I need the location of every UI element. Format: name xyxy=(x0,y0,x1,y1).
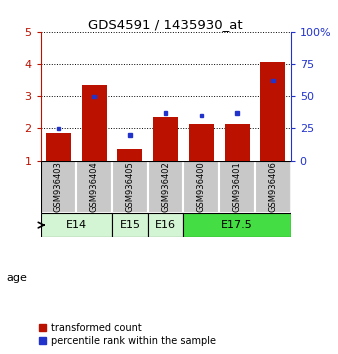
Bar xyxy=(57,127,60,130)
Bar xyxy=(128,133,132,137)
Bar xyxy=(164,112,167,115)
Text: E16: E16 xyxy=(155,220,176,230)
Bar xyxy=(153,117,178,161)
Bar xyxy=(184,213,291,237)
Bar xyxy=(92,95,96,98)
Bar xyxy=(112,161,148,213)
Bar xyxy=(189,124,214,161)
Bar xyxy=(148,161,184,213)
Bar xyxy=(260,62,285,161)
Text: GSM936400: GSM936400 xyxy=(197,161,206,212)
Text: E17.5: E17.5 xyxy=(221,220,253,230)
Bar xyxy=(41,161,76,213)
Bar xyxy=(271,79,274,82)
Title: GDS4591 / 1435930_at: GDS4591 / 1435930_at xyxy=(88,18,243,31)
Bar xyxy=(235,112,239,115)
Bar xyxy=(76,161,112,213)
Bar xyxy=(199,114,203,117)
Bar xyxy=(82,85,107,161)
Text: GSM936403: GSM936403 xyxy=(54,161,63,212)
Bar xyxy=(117,149,142,161)
Bar xyxy=(41,213,112,237)
Legend: transformed count, percentile rank within the sample: transformed count, percentile rank withi… xyxy=(39,323,216,346)
Text: E14: E14 xyxy=(66,220,87,230)
Bar xyxy=(219,161,255,213)
Bar xyxy=(224,124,249,161)
Bar xyxy=(255,161,291,213)
Bar xyxy=(148,213,184,237)
Text: GSM936402: GSM936402 xyxy=(161,161,170,212)
Text: GSM936405: GSM936405 xyxy=(125,161,135,212)
Bar xyxy=(112,213,148,237)
Bar xyxy=(184,161,219,213)
Text: E15: E15 xyxy=(119,220,140,230)
Text: GSM936401: GSM936401 xyxy=(233,161,242,212)
Text: age: age xyxy=(7,273,28,283)
Text: GSM936406: GSM936406 xyxy=(268,161,277,212)
Bar xyxy=(46,133,71,161)
Text: GSM936404: GSM936404 xyxy=(90,161,99,212)
